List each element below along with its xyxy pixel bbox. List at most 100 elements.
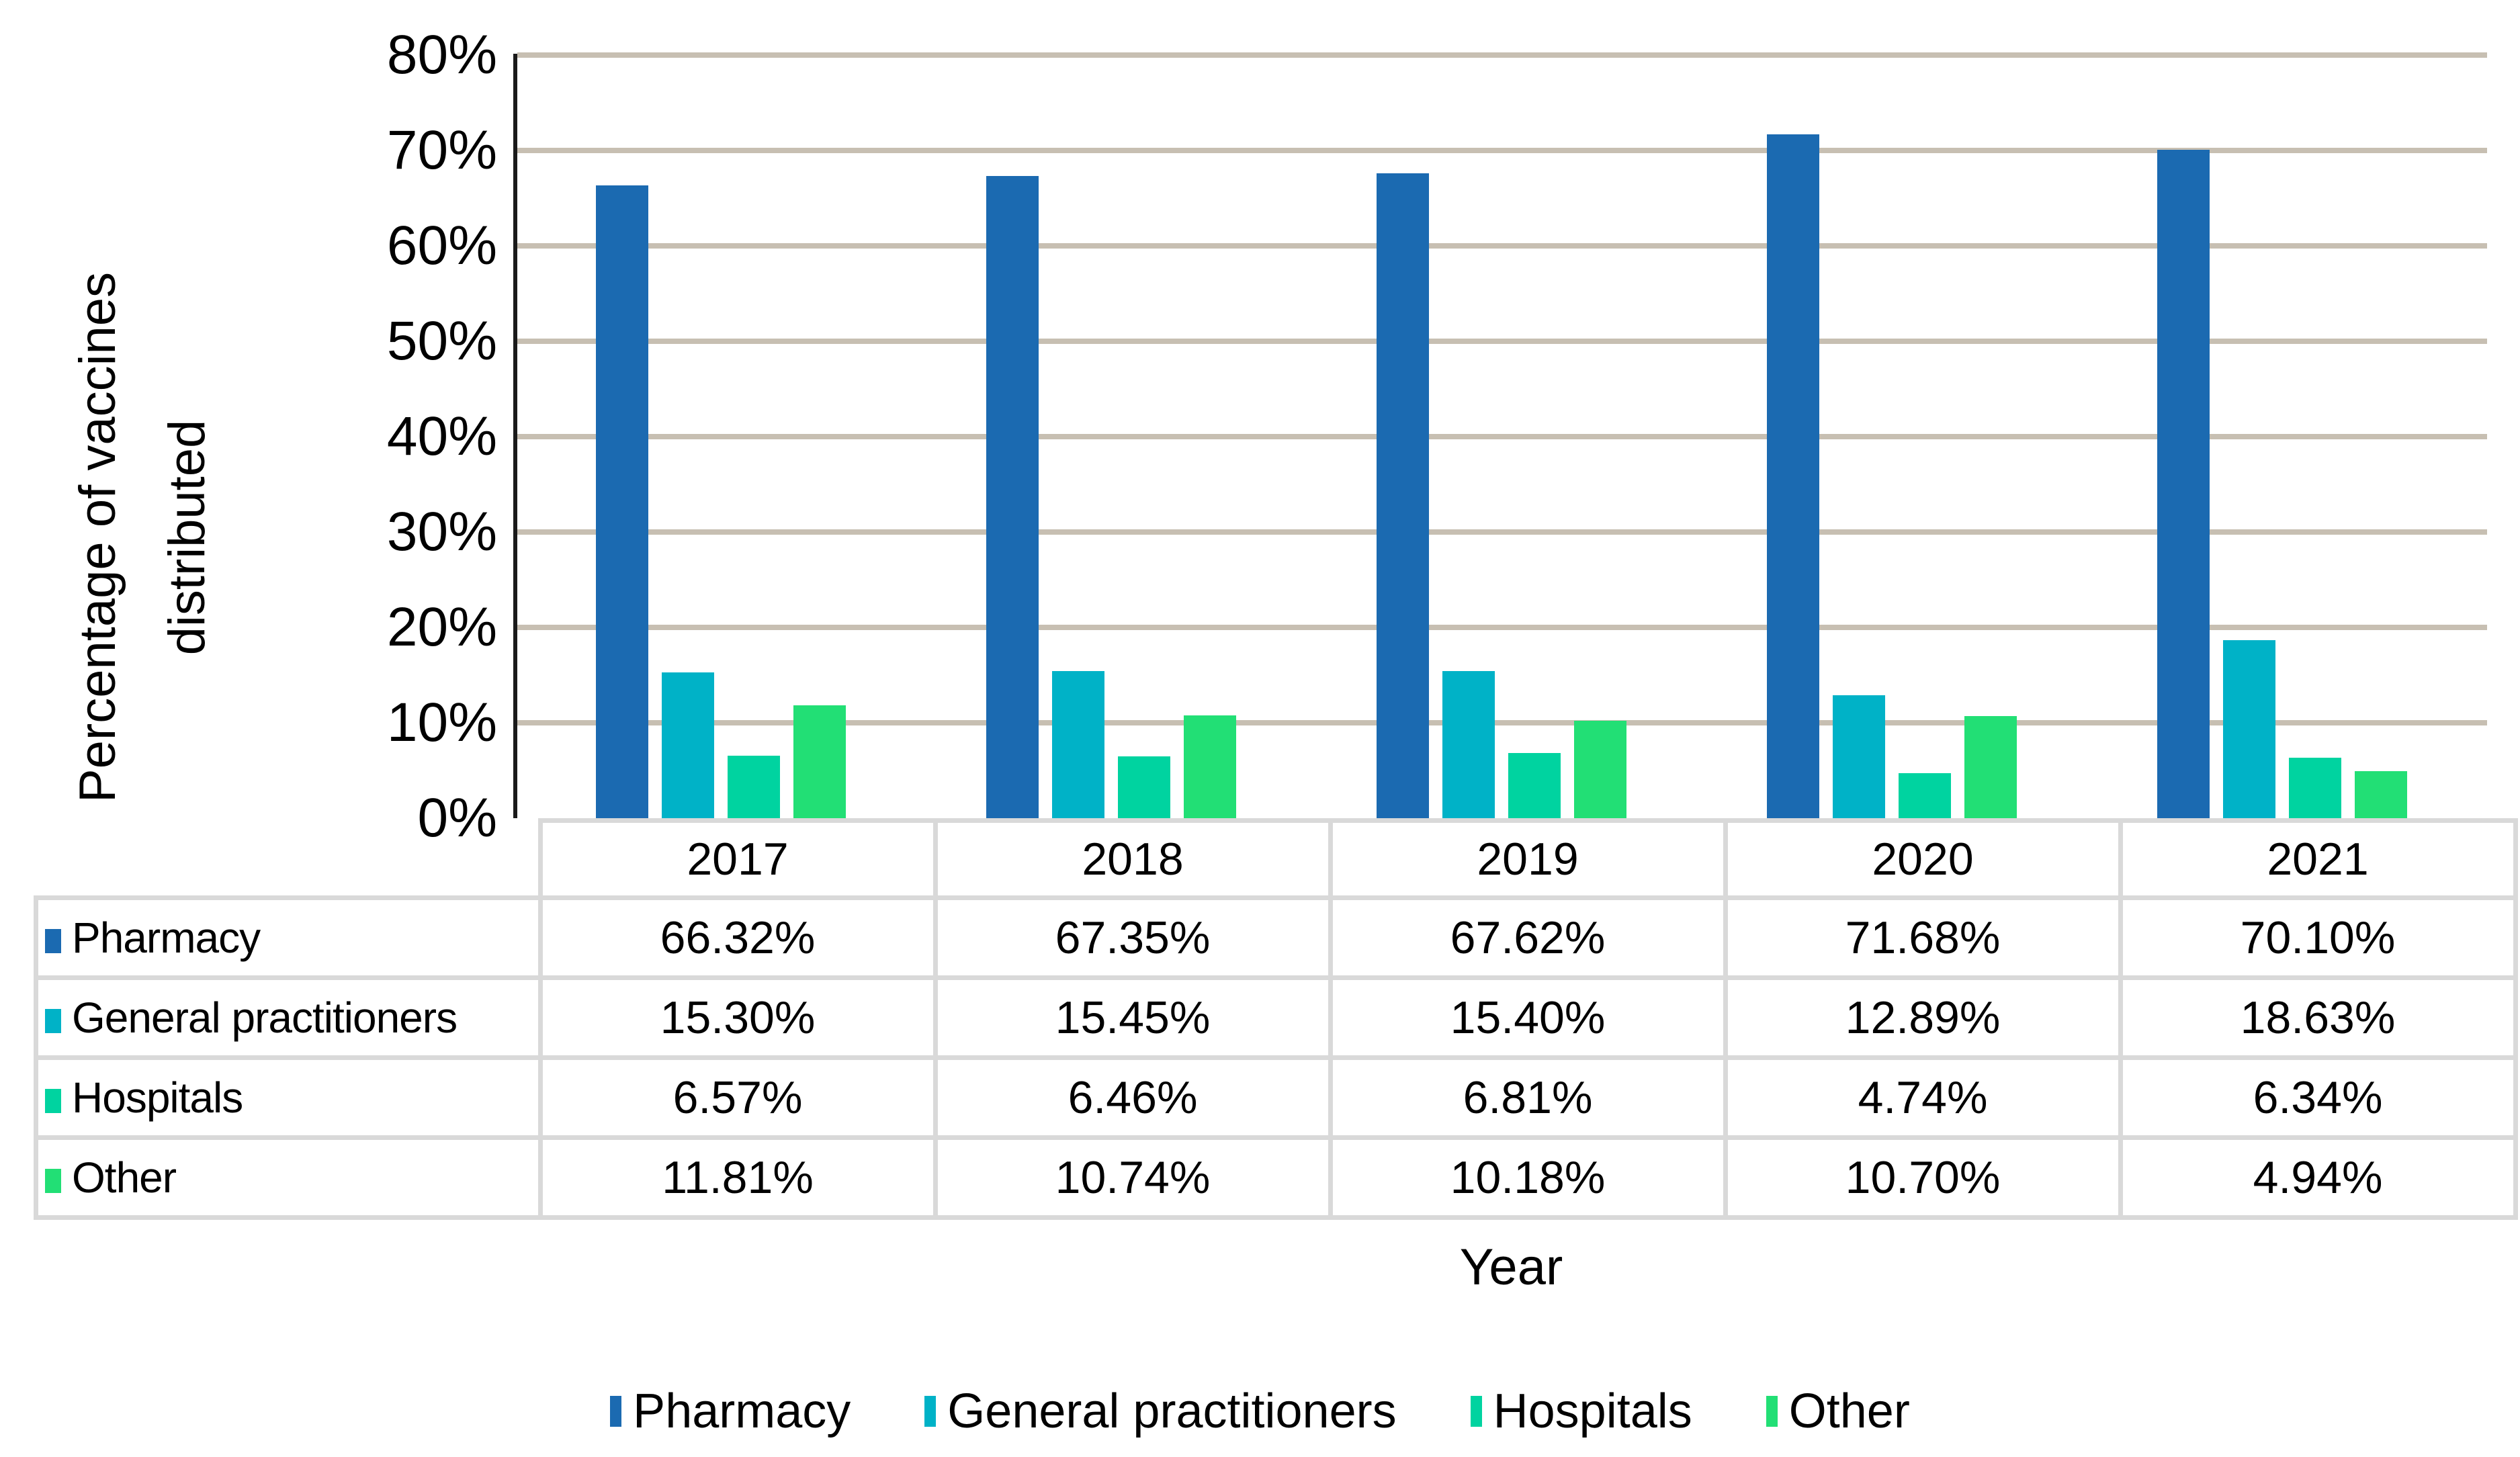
bar-hospitals-2020 <box>1899 773 1951 818</box>
table-row-label-pharmacy: Pharmacy <box>34 895 543 980</box>
y-tick-label-20pct: 20% <box>386 597 497 658</box>
table-cell-pharmacy-2020: 71.68% <box>1723 895 2123 980</box>
table-cell-hospitals-2020: 4.74% <box>1723 1055 2123 1140</box>
bar-pharmacy-2018 <box>986 176 1039 818</box>
legend-item-general-practitioners: General practitioners <box>924 1384 1397 1439</box>
y-axis-title-line2: distributed <box>159 419 216 656</box>
table-header-cell-2020: 2020 <box>1723 818 2123 900</box>
gridline-60pct <box>517 243 2487 249</box>
gridline-30pct <box>517 529 2487 535</box>
y-tick-label-70pct: 70% <box>386 120 497 181</box>
table-header-cell-2019: 2019 <box>1328 818 1728 900</box>
gridline-20pct <box>517 625 2487 630</box>
series-label-general-practitioners: General practitioners <box>72 994 458 1042</box>
table-cell-other-2020: 10.70% <box>1723 1135 2123 1220</box>
legend-label-pharmacy: Pharmacy <box>633 1384 851 1438</box>
bar-pharmacy-2019 <box>1377 173 1429 818</box>
table-cell-pharmacy-2019: 67.62% <box>1328 895 1728 980</box>
table-cell-pharmacy-2018: 67.35% <box>932 895 1333 980</box>
table-header-cell-2021: 2021 <box>2118 818 2518 900</box>
table-row-pharmacy: Pharmacy 66.32% 67.35% 67.62% 71.68% 70.10% <box>34 895 2518 980</box>
series-swatch-general-practitioners <box>45 1009 61 1034</box>
y-tick-label-60pct: 60% <box>386 215 497 276</box>
table-cell-general-practitioners-2019: 15.40% <box>1328 975 1728 1060</box>
gridline-10pct <box>517 720 2487 725</box>
bar-general-practitioners-2021 <box>2223 640 2275 818</box>
legend-item-hospitals: Hospitals <box>1470 1384 1692 1439</box>
legend-item-pharmacy: Pharmacy <box>610 1384 851 1439</box>
bar-hospitals-2017 <box>728 756 780 818</box>
bar-other-2020 <box>1964 716 2017 818</box>
data-table: 2017 2018 2019 2020 2021 Pharmacy 66.32% 67.35%… <box>34 818 2518 1220</box>
series-swatch-hospitals <box>45 1089 61 1114</box>
bar-hospitals-2018 <box>1118 756 1170 818</box>
legend-swatch-pharmacy <box>610 1395 622 1427</box>
y-tick-label-40pct: 40% <box>386 406 497 467</box>
legend-swatch-general-practitioners <box>924 1395 937 1427</box>
table-cell-other-2019: 10.18% <box>1328 1135 1728 1220</box>
bar-general-practitioners-2017 <box>662 672 714 818</box>
legend-swatch-hospitals <box>1470 1395 1482 1427</box>
bar-pharmacy-2021 <box>2157 150 2210 818</box>
bar-general-practitioners-2018 <box>1052 671 1104 818</box>
legend-label-other: Other <box>1788 1384 1910 1438</box>
bar-other-2021 <box>2355 771 2407 818</box>
table-cell-hospitals-2019: 6.81% <box>1328 1055 1728 1140</box>
table-header-cell-2018: 2018 <box>932 818 1333 900</box>
gridline-80pct <box>517 52 2487 58</box>
bar-hospitals-2021 <box>2289 758 2341 818</box>
table-row-general-practitioners: General practitioners 15.30% 15.45% 15.40% 1… <box>34 975 2518 1060</box>
y-axis-title: Percentage of vaccines distributed <box>53 272 232 803</box>
bar-hospitals-2019 <box>1508 753 1561 818</box>
y-tick-label-50pct: 50% <box>386 310 497 371</box>
table-cell-other-2021: 4.94% <box>2118 1135 2518 1220</box>
y-tick-label-30pct: 30% <box>386 501 497 562</box>
y-axis-title-line1: Percentage of vaccines <box>69 271 126 803</box>
gridline-50pct <box>517 339 2487 344</box>
table-cell-general-practitioners-2018: 15.45% <box>932 975 1333 1060</box>
table-row-other: Other 11.81% 10.74% 10.18% 10.70% 4.94% <box>34 1135 2518 1220</box>
table-cell-hospitals-2017: 6.57% <box>537 1055 938 1140</box>
legend-swatch-other <box>1766 1395 1778 1427</box>
table-header-blank-cell <box>36 821 541 898</box>
table-cell-general-practitioners-2021: 18.63% <box>2118 975 2518 1060</box>
table-cell-other-2017: 11.81% <box>537 1135 938 1220</box>
table-cell-hospitals-2021: 6.34% <box>2118 1055 2518 1140</box>
legend-label-hospitals: Hospitals <box>1493 1384 1692 1438</box>
bar-general-practitioners-2020 <box>1833 695 1885 818</box>
y-tick-label-0pct: 0% <box>417 787 497 848</box>
bar-pharmacy-2017 <box>596 185 648 818</box>
legend: Pharmacy General practitioners Hospitals Ot… <box>0 1376 2520 1446</box>
legend-label-general-practitioners: General practitioners <box>947 1384 1397 1438</box>
table-row-hospitals: Hospitals 6.57% 6.46% 6.81% 4.74% 6.34% <box>34 1055 2518 1140</box>
series-swatch-pharmacy <box>45 929 61 954</box>
x-axis-title: Year <box>1459 1239 1563 1296</box>
bar-other-2019 <box>1574 721 1626 818</box>
bar-pharmacy-2020 <box>1767 134 1819 818</box>
series-swatch-other <box>45 1169 61 1194</box>
table-cell-general-practitioners-2020: 12.89% <box>1723 975 2123 1060</box>
table-header-cell-2017: 2017 <box>537 818 938 900</box>
table-row-label-general-practitioners: General practitioners <box>34 975 543 1060</box>
series-label-other: Other <box>72 1153 177 1202</box>
bar-general-practitioners-2019 <box>1442 671 1495 818</box>
y-tick-label-80pct: 80% <box>386 24 497 85</box>
gridline-40pct <box>517 434 2487 439</box>
table-cell-other-2018: 10.74% <box>932 1135 1333 1220</box>
table-cell-hospitals-2018: 6.46% <box>932 1055 1333 1140</box>
table-cell-general-practitioners-2017: 15.30% <box>537 975 938 1060</box>
table-cell-pharmacy-2021: 70.10% <box>2118 895 2518 980</box>
series-label-hospitals: Hospitals <box>72 1073 243 1122</box>
table-cell-pharmacy-2017: 66.32% <box>537 895 938 980</box>
bar-other-2017 <box>793 705 846 818</box>
legend-item-other: Other <box>1766 1384 1910 1439</box>
table-row-label-hospitals: Hospitals <box>34 1055 543 1140</box>
table-header-row: 2017 2018 2019 2020 2021 <box>36 818 2518 900</box>
series-label-pharmacy: Pharmacy <box>72 914 261 962</box>
y-axis-line <box>513 54 517 818</box>
bar-other-2018 <box>1184 715 1236 818</box>
y-tick-label-10pct: 10% <box>386 692 497 753</box>
table-row-label-other: Other <box>34 1135 543 1220</box>
gridline-70pct <box>517 148 2487 153</box>
